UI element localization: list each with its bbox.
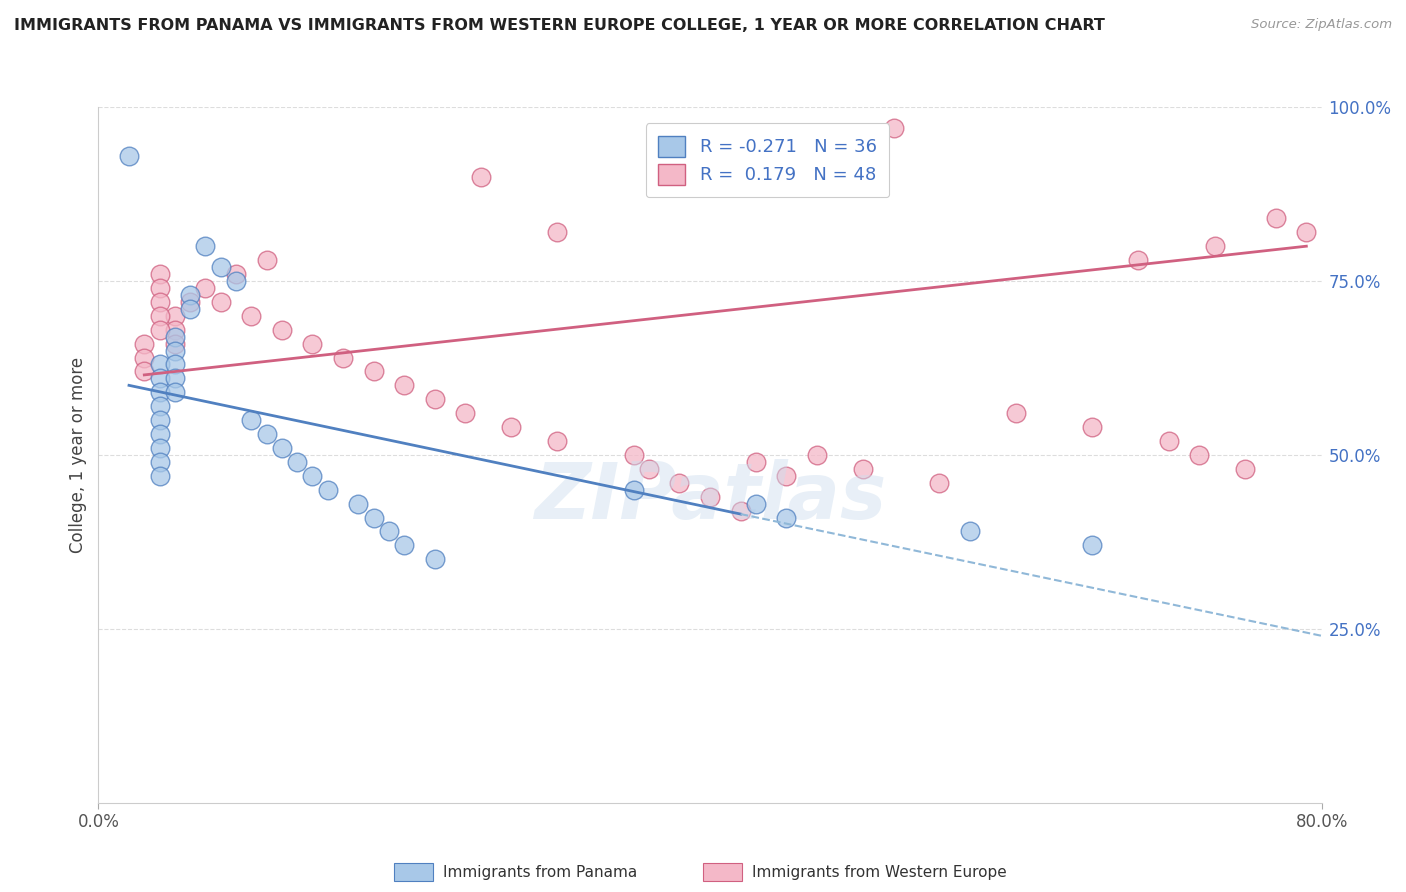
- Point: [1264, 211, 1286, 226]
- Point: [668, 475, 690, 490]
- Point: [256, 253, 278, 268]
- Point: [928, 475, 950, 490]
- Point: [501, 420, 523, 434]
- Point: [163, 358, 186, 372]
- Point: [149, 294, 172, 309]
- Point: [378, 524, 401, 539]
- Point: [149, 371, 172, 385]
- Point: [179, 301, 201, 316]
- Point: [179, 288, 201, 302]
- Point: [316, 483, 339, 497]
- Point: [149, 323, 172, 337]
- Text: Immigrants from Panama: Immigrants from Panama: [443, 865, 637, 880]
- Point: [883, 120, 905, 135]
- Point: [332, 351, 354, 365]
- Point: [149, 281, 172, 295]
- Point: [1081, 538, 1104, 552]
- Point: [775, 510, 797, 524]
- Point: [745, 497, 768, 511]
- Text: Immigrants from Western Europe: Immigrants from Western Europe: [752, 865, 1007, 880]
- Point: [209, 260, 232, 274]
- Point: [163, 343, 186, 358]
- Point: [163, 371, 186, 385]
- Point: [149, 455, 172, 469]
- Point: [149, 385, 172, 400]
- Point: [194, 239, 217, 253]
- Text: Source: ZipAtlas.com: Source: ZipAtlas.com: [1251, 18, 1392, 31]
- Point: [149, 441, 172, 455]
- Point: [454, 406, 477, 420]
- Point: [1234, 462, 1257, 476]
- Point: [149, 309, 172, 323]
- Point: [163, 309, 186, 323]
- Point: [1128, 253, 1150, 268]
- Point: [1004, 406, 1026, 420]
- Point: [392, 378, 416, 392]
- Point: [392, 538, 416, 552]
- Point: [1157, 434, 1180, 448]
- Point: [470, 169, 492, 184]
- Text: ZIPatlas: ZIPatlas: [534, 458, 886, 534]
- Point: [149, 399, 172, 413]
- Point: [163, 385, 186, 400]
- Point: [270, 441, 292, 455]
- Point: [301, 336, 323, 351]
- Point: [209, 294, 232, 309]
- Point: [546, 225, 568, 239]
- Y-axis label: College, 1 year or more: College, 1 year or more: [69, 357, 87, 553]
- Point: [134, 351, 156, 365]
- Point: [285, 455, 308, 469]
- Point: [1295, 225, 1317, 239]
- Point: [134, 336, 156, 351]
- Point: [163, 329, 186, 343]
- Point: [730, 503, 752, 517]
- Point: [194, 281, 217, 295]
- Legend: R = -0.271   N = 36, R =  0.179   N = 48: R = -0.271 N = 36, R = 0.179 N = 48: [645, 123, 890, 197]
- Point: [134, 364, 156, 378]
- Point: [256, 427, 278, 442]
- Point: [149, 413, 172, 427]
- Point: [806, 448, 828, 462]
- Point: [149, 468, 172, 483]
- Text: IMMIGRANTS FROM PANAMA VS IMMIGRANTS FROM WESTERN EUROPE COLLEGE, 1 YEAR OR MORE: IMMIGRANTS FROM PANAMA VS IMMIGRANTS FRO…: [14, 18, 1105, 33]
- Point: [546, 434, 568, 448]
- Point: [149, 427, 172, 442]
- Point: [118, 149, 141, 163]
- Point: [363, 510, 385, 524]
- Point: [699, 490, 721, 504]
- Point: [775, 468, 797, 483]
- Point: [149, 358, 172, 372]
- Point: [149, 267, 172, 281]
- Point: [225, 267, 247, 281]
- Point: [225, 274, 247, 288]
- Point: [745, 455, 768, 469]
- Point: [423, 552, 446, 566]
- Point: [363, 364, 385, 378]
- Point: [163, 336, 186, 351]
- Point: [959, 524, 981, 539]
- Point: [852, 462, 875, 476]
- Point: [637, 462, 661, 476]
- Point: [163, 323, 186, 337]
- Point: [1204, 239, 1226, 253]
- Point: [301, 468, 323, 483]
- Point: [347, 497, 370, 511]
- Point: [240, 309, 263, 323]
- Point: [423, 392, 446, 407]
- Point: [1081, 420, 1104, 434]
- Point: [623, 483, 645, 497]
- Point: [179, 294, 201, 309]
- Point: [623, 448, 645, 462]
- Point: [1188, 448, 1211, 462]
- Point: [270, 323, 292, 337]
- Point: [240, 413, 263, 427]
